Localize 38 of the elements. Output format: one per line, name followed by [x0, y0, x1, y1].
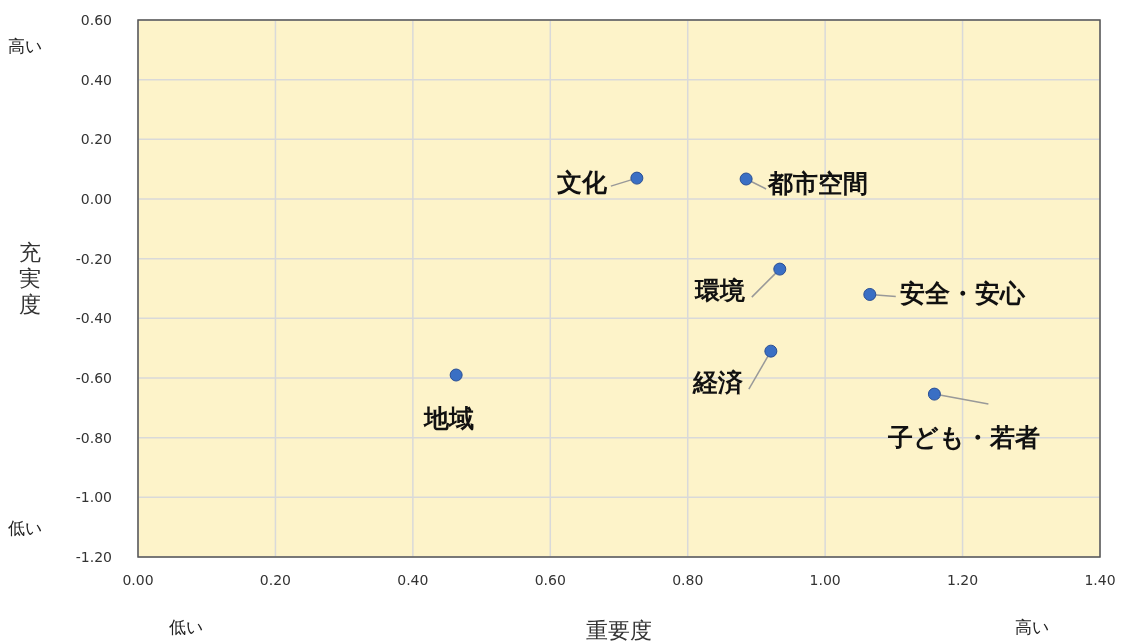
y-tick-label: 0.20: [80, 131, 112, 148]
y-tick-label: -1.00: [75, 489, 112, 506]
x-tick-label: 1.40: [1084, 572, 1116, 588]
y-tick-label: -0.80: [75, 429, 112, 446]
x-tick-label: 0.80: [672, 572, 704, 588]
text: 高い: [1015, 617, 1049, 637]
y-tick-label: 0.40: [80, 71, 112, 88]
point: [927, 387, 941, 401]
annotation: 子ども・若者: [887, 423, 1041, 453]
annotation: 安全・安心: [899, 279, 1026, 309]
x-tick-label: 0.00: [122, 572, 154, 588]
annotation: 地域: [423, 404, 475, 434]
x-tick-label: 0.20: [259, 572, 292, 588]
x-tick-label: 0.60: [534, 572, 566, 588]
annotation: 経済: [691, 368, 743, 398]
y-tick-label: -0.20: [75, 250, 112, 267]
y-tick-label: 0.00: [80, 191, 112, 207]
y-axis-title: 充実度: [19, 240, 41, 317]
point: [764, 344, 778, 358]
y-tick-label: 0.60: [80, 12, 112, 28]
x-tick-label: 1.00: [809, 572, 841, 588]
annotation: 文化: [556, 168, 608, 198]
x-axis-title: 重要度: [586, 618, 652, 642]
text: 高い: [8, 36, 42, 56]
text: 低い: [8, 518, 42, 538]
x-tick-label: 1.20: [946, 572, 979, 588]
point: [773, 262, 787, 276]
y-tick-label: -0.60: [75, 370, 112, 386]
text: 低い: [169, 617, 203, 637]
point: [863, 287, 877, 301]
annotation: 環境: [693, 276, 745, 306]
point: [449, 368, 463, 382]
annotation: 都市空間: [767, 169, 869, 199]
point: [630, 171, 644, 185]
y-tick-label: -0.40: [75, 310, 112, 327]
point: [739, 172, 753, 186]
y-tick-label: -1.20: [75, 549, 112, 565]
x-tick-label: 0.40: [397, 572, 429, 588]
